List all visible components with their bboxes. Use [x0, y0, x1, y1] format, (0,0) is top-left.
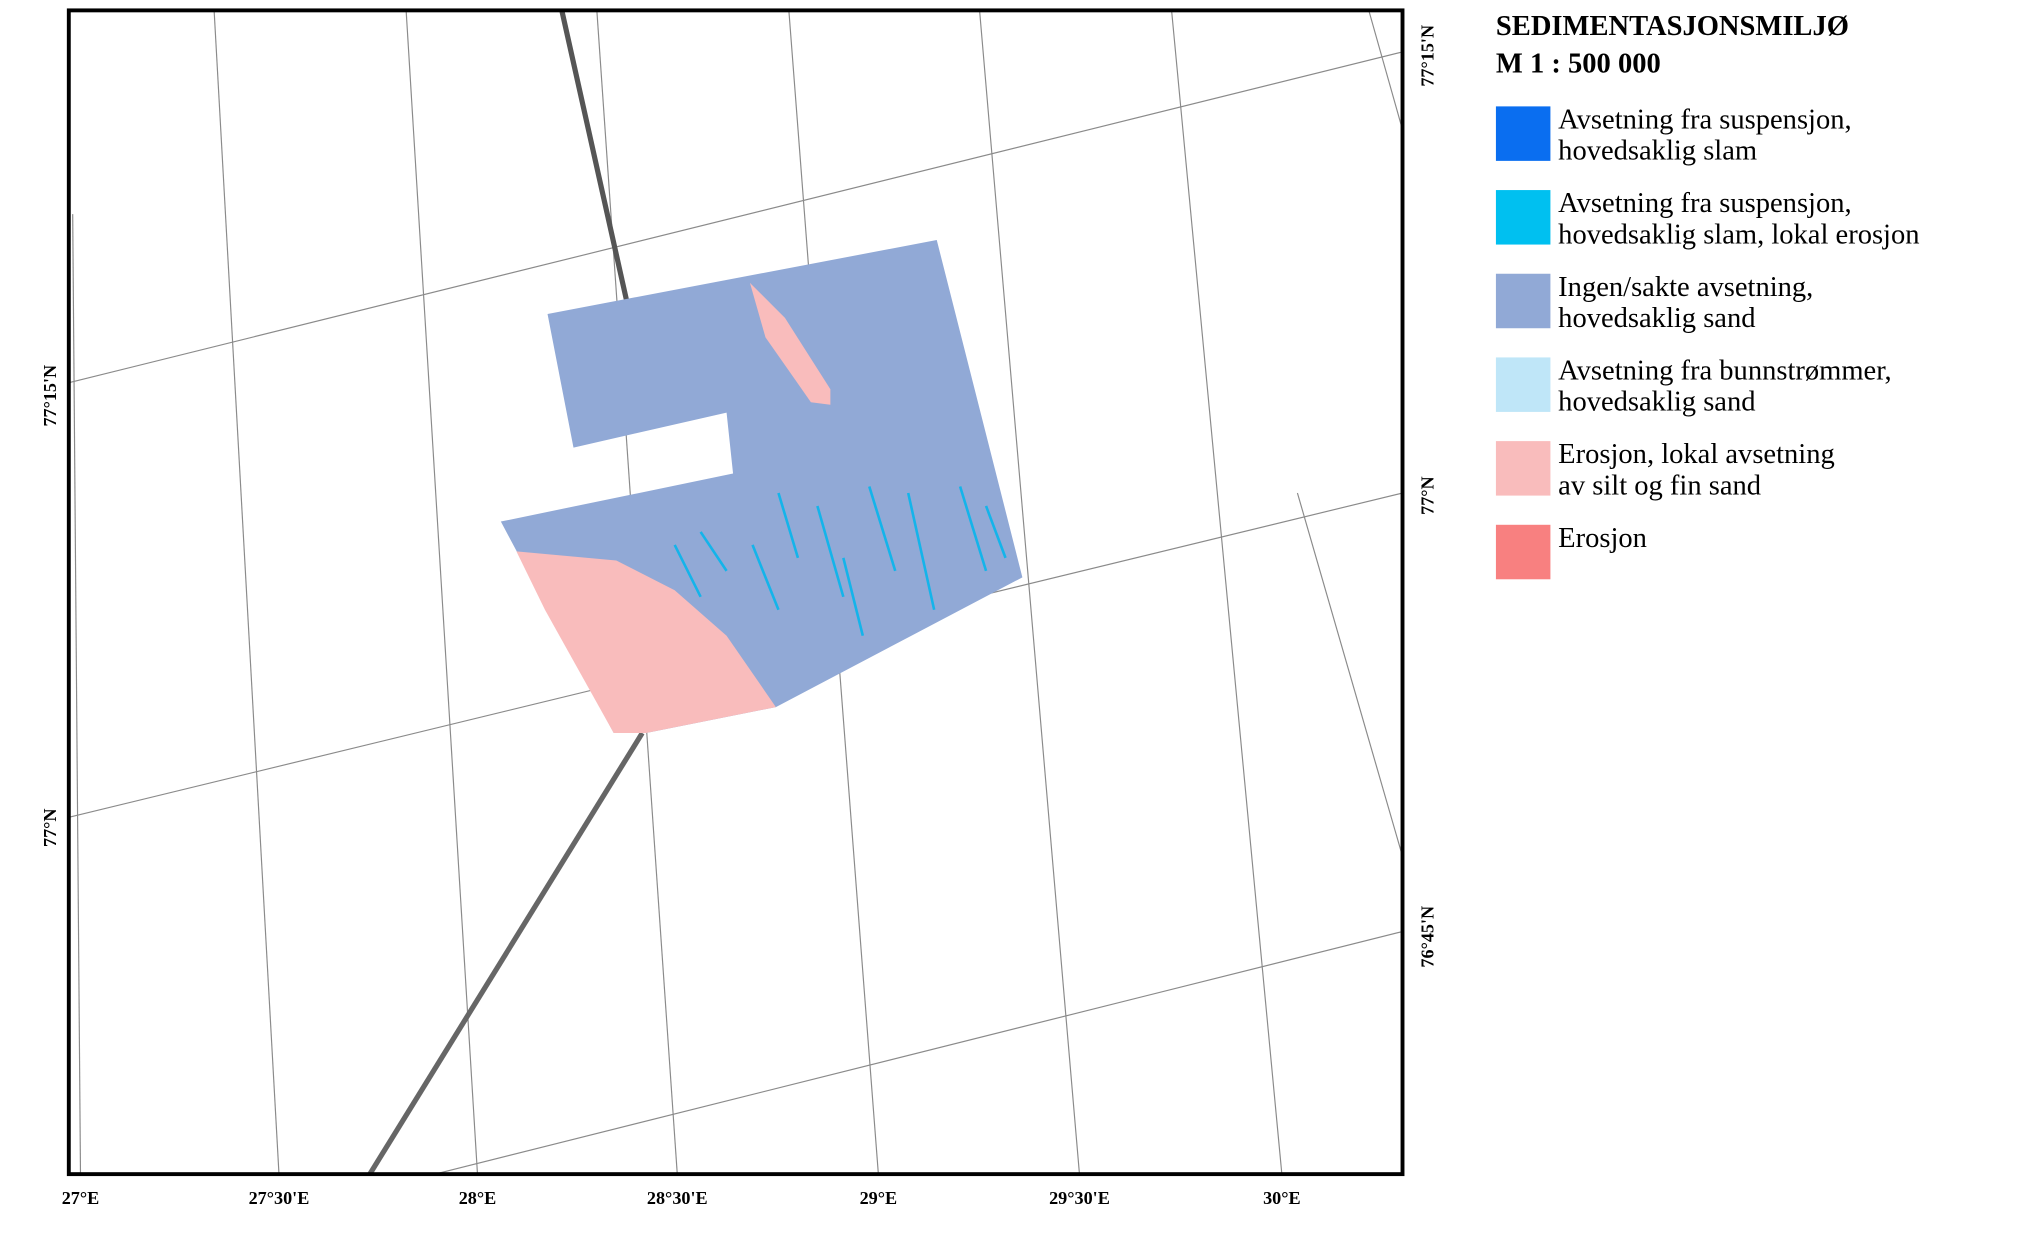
lon-label: 27°E [62, 1188, 100, 1208]
outer-lon-label: 29°30'E [758, 1237, 819, 1239]
outer-lon-label: 31°E [1350, 1237, 1388, 1239]
lat-label: 77°N [1418, 476, 1438, 515]
legend-swatch [1495, 190, 1551, 245]
legend-label: Avsetning fra suspensjon, [1558, 188, 1851, 219]
lon-label: 30°E [1263, 1188, 1301, 1208]
outer-lon-label: 28°30'E [376, 1237, 437, 1239]
legend-label: av silt og fin sand [1558, 470, 1761, 501]
legend-scale: M 1 : 500 000 [1496, 49, 1661, 80]
outer-lon-label: 28°E [195, 1237, 233, 1239]
lat-label: 76°45'N [1418, 906, 1438, 968]
outer-lon-label: 30°E [961, 1237, 999, 1239]
legend-swatch [1495, 441, 1551, 496]
lon-label: 28°30'E [647, 1188, 708, 1208]
legend-label: Avsetning fra bunnstrømmer, [1558, 355, 1892, 386]
outer-lon-label: 30°30'E [1141, 1237, 1202, 1239]
legend-swatch [1495, 524, 1551, 580]
legend-label: hovedsaklig slam [1558, 136, 1757, 167]
lon-label: 29°E [860, 1188, 898, 1208]
lat-label: 77°N [40, 808, 60, 847]
legend-label: Ingen/sakte avsetning, [1558, 272, 1813, 303]
lat-label: 77°15'N [1418, 25, 1438, 87]
survey-area [367, 9, 1023, 1176]
legend-label: Avsetning fra suspensjon, [1558, 104, 1851, 135]
legend-label: hovedsaklig slam, lokal erosjon [1558, 219, 1919, 250]
lon-label: 28°E [459, 1188, 497, 1208]
legend-title: SEDIMENTASJONSMILJØ [1496, 11, 1849, 42]
lon-label: 27°30'E [249, 1188, 310, 1208]
lat-label: 77°15'N [40, 365, 60, 427]
map-frame [66, 8, 1405, 1177]
legend-label: hovedsaklig sand [1558, 387, 1755, 418]
legend-label: Erosjon, lokal avsetning [1558, 439, 1835, 470]
legend-swatch [1495, 357, 1551, 412]
legend-swatch [1495, 273, 1551, 329]
legend-label: hovedsaklig sand [1558, 303, 1755, 334]
legend-swatch [1495, 106, 1551, 161]
legend-label: Erosjon [1558, 523, 1647, 554]
outer-lon-label: 29°E [578, 1237, 616, 1239]
lon-label: 29°30'E [1049, 1188, 1110, 1208]
